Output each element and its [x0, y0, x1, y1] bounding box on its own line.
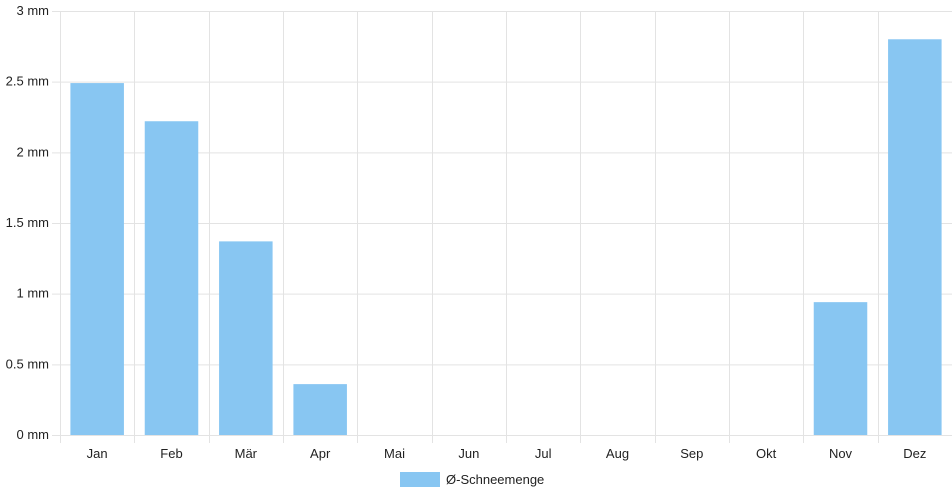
bar-mär[interactable]: [219, 241, 273, 435]
x-tick-label: Feb: [160, 446, 182, 461]
y-tick-label: 1 mm: [17, 286, 50, 301]
bar-dez[interactable]: [888, 39, 942, 436]
y-tick-label: 1.5 mm: [6, 215, 49, 230]
x-tick-label: Mär: [235, 446, 258, 461]
y-tick-label: 2 mm: [17, 144, 50, 159]
y-tick-label: 0 mm: [17, 427, 50, 442]
x-tick-label: Jun: [458, 446, 479, 461]
x-tick-label: Sep: [680, 446, 703, 461]
x-axis-ticks: Jan Feb Mär Apr Mai Jun Jul Aug Sep Okt Nov Dez: [87, 446, 927, 461]
bar-nov[interactable]: [813, 302, 868, 435]
y-axis-ticks: 0 mm 0.5 mm 1 mm 1.5 mm 2 mm 2.5 mm 3 mm: [6, 3, 49, 442]
legend-swatch: [400, 472, 440, 487]
x-tick-label: Apr: [310, 446, 331, 461]
y-tick-label: 2.5 mm: [6, 74, 49, 89]
bar-series: [70, 39, 942, 436]
legend[interactable]: Ø-Schneemenge: [400, 472, 544, 487]
x-tick-label: Okt: [756, 446, 777, 461]
x-tick-label: Dez: [903, 446, 926, 461]
x-tick-label: Mai: [384, 446, 405, 461]
bar-feb[interactable]: [144, 121, 199, 436]
y-tick-label: 0.5 mm: [6, 356, 49, 371]
y-tick-label: 3 mm: [17, 3, 50, 18]
x-tick-label: Jan: [87, 446, 108, 461]
bar-apr[interactable]: [293, 384, 347, 435]
legend-label: Ø-Schneemenge: [446, 472, 545, 487]
x-tick-label: Aug: [606, 446, 629, 461]
x-tick-label: Nov: [829, 446, 853, 461]
x-tick-label: Jul: [535, 446, 552, 461]
bar-jan[interactable]: [70, 83, 124, 435]
grid-lines: [52, 11, 952, 443]
